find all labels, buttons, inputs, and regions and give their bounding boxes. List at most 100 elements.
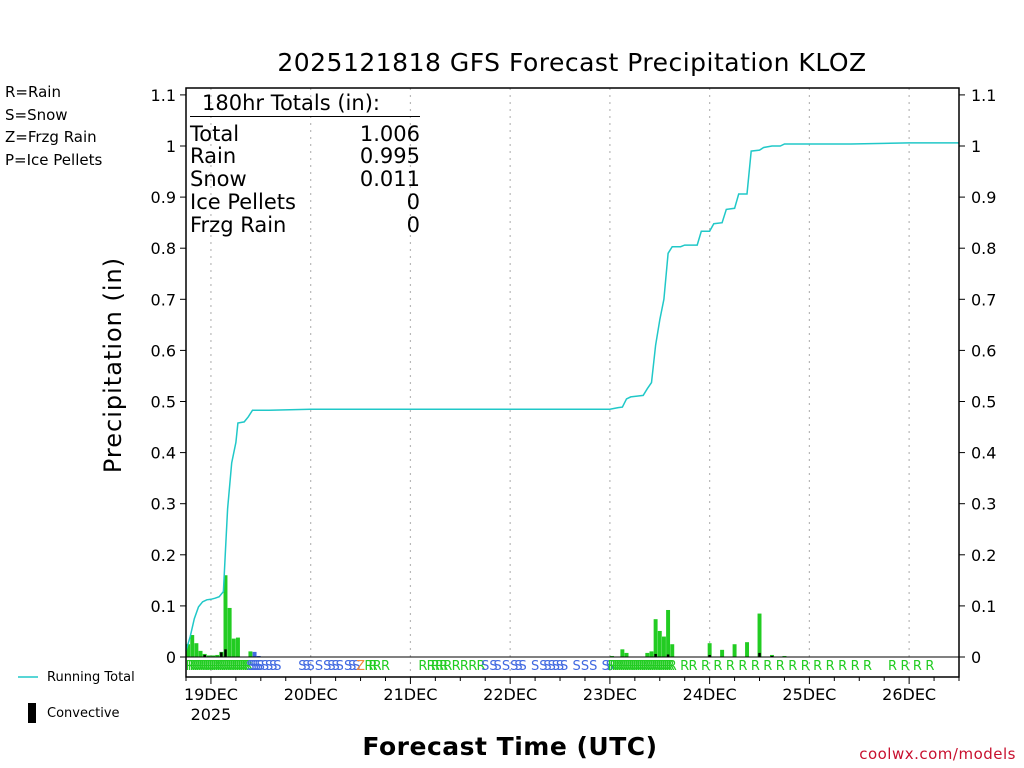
y-tick-label-left: 1 <box>166 137 176 156</box>
y-tick-label-right: 0.5 <box>971 393 996 412</box>
y-tick-label-left: 0.8 <box>151 239 176 258</box>
ptype-letter: R <box>231 659 240 674</box>
ptype-letter: R <box>738 659 747 674</box>
ptype-letter: R <box>610 659 619 674</box>
ptype-letter: R <box>240 659 249 674</box>
ptype-letter: R <box>726 659 735 674</box>
ptype-legend: R=Rain S=Snow Z=Frzg Rain P=Ice Pellets <box>5 81 102 171</box>
totals-label: Total <box>190 121 240 146</box>
precip-bar <box>223 575 228 657</box>
ptype-letter: R <box>215 659 224 674</box>
totals-row-ice-pellets: Ice Pellets 0 <box>190 191 420 214</box>
ptype-letter: S <box>514 659 522 674</box>
ptype-letter: S <box>323 659 331 674</box>
ptype-letter: R <box>206 659 215 674</box>
ptype-letter: S <box>481 659 489 674</box>
y-tick-label-right: 0.2 <box>971 546 996 565</box>
ptype-letter: R <box>813 659 822 674</box>
ptype-letter: R <box>460 659 469 674</box>
ptype-letter: R <box>242 659 251 674</box>
x-axis-label: Forecast Time (UTC) <box>362 732 658 761</box>
ptype-letter: S <box>331 659 339 674</box>
y-tick-label-left: 0.7 <box>151 290 176 309</box>
ptype-letter: R <box>788 659 797 674</box>
precip-bar <box>227 607 232 657</box>
totals-label: Ice Pellets <box>190 189 296 214</box>
ptype-letter: R <box>238 659 247 674</box>
convective-bar <box>758 652 761 657</box>
ptype-letter: S <box>352 659 360 674</box>
ptype-letter: S <box>315 659 323 674</box>
y-tick-label-left: 0.2 <box>151 546 176 565</box>
precip-bar <box>707 643 712 657</box>
y-tick-label-right: 0 <box>971 648 981 667</box>
ptype-letter: S <box>344 659 352 674</box>
ptype-letter: R <box>664 659 673 674</box>
ptype-letter: R <box>645 659 654 674</box>
ptype-letter: S <box>265 659 273 674</box>
ptype-letter: R <box>641 659 650 674</box>
ptype-letter: S <box>327 659 335 674</box>
precip-bar <box>653 619 658 657</box>
ptype-letter: R <box>763 659 772 674</box>
ptype-letter: S <box>510 659 518 674</box>
ptype-letter: R <box>223 659 232 674</box>
convective-bar <box>203 654 206 657</box>
y-tick-label-left: 1.1 <box>151 86 176 105</box>
ptype-letter: R <box>653 659 662 674</box>
ptype-letter: R <box>236 659 245 674</box>
totals-label: Snow <box>190 167 247 192</box>
convective-bar <box>770 655 774 657</box>
ptype-letter: S <box>589 659 597 674</box>
credit-link[interactable]: coolwx.com/models <box>859 745 1016 763</box>
convective-bar <box>654 653 657 657</box>
ptype-letter: R <box>680 659 689 674</box>
ptype-letter: R <box>925 659 934 674</box>
ptype-letter: R <box>607 659 616 674</box>
precip-bar <box>649 651 654 657</box>
ptype-letter: R <box>614 659 623 674</box>
precip-bar <box>645 652 650 657</box>
ptype-letter: S <box>336 659 344 674</box>
y-tick-label-left: 0.4 <box>151 444 176 463</box>
ptype-letter: R <box>443 659 452 674</box>
ptype-letter: R <box>477 659 486 674</box>
totals-value: 0 <box>406 189 420 214</box>
ptype-letter: S <box>552 659 560 674</box>
ptype-letter: S <box>255 659 263 674</box>
y-tick-label-left: 0.5 <box>151 393 176 412</box>
y-tick-label-right: 1.1 <box>971 86 996 105</box>
convective-bar <box>224 649 227 657</box>
ptype-letter: R <box>863 659 872 674</box>
ptype-letter: R <box>229 659 238 674</box>
running-total-line <box>185 142 959 652</box>
y-tick-label-right: 1 <box>971 137 981 156</box>
precip-bar <box>620 649 625 657</box>
ptype-letter: R <box>452 659 461 674</box>
y-tick-label-left: 0.3 <box>151 495 176 514</box>
precip-bar <box>732 644 737 657</box>
ptype-letter: S <box>518 659 526 674</box>
chart-title: 2025121818 GFS Forecast Precipitation KL… <box>277 48 867 77</box>
totals-underline <box>190 115 420 117</box>
legend-snow: S=Snow <box>5 105 68 124</box>
ptype-letter: S <box>248 659 256 674</box>
x-tick-label: 20DEC <box>284 685 338 704</box>
ptype-letter: R <box>655 659 664 674</box>
ptype-letter: R <box>190 659 199 674</box>
ptype-letter: R <box>900 659 909 674</box>
precip-bar <box>745 642 750 657</box>
x-tick-label: 24DEC <box>683 685 737 704</box>
ptype-letter: S <box>298 659 306 674</box>
totals-value: 1.006 <box>359 121 420 146</box>
y-tick-label-right: 0.9 <box>971 188 996 207</box>
ptype-letter: R <box>427 659 436 674</box>
ptype-letter: R <box>888 659 897 674</box>
totals-row-snow: Snow 0.011 <box>190 168 420 191</box>
ptype-letter: R <box>634 659 643 674</box>
ptype-letter: R <box>373 659 382 674</box>
x-tick-label: 19DEC <box>184 685 238 704</box>
ptype-letter: S <box>348 659 356 674</box>
